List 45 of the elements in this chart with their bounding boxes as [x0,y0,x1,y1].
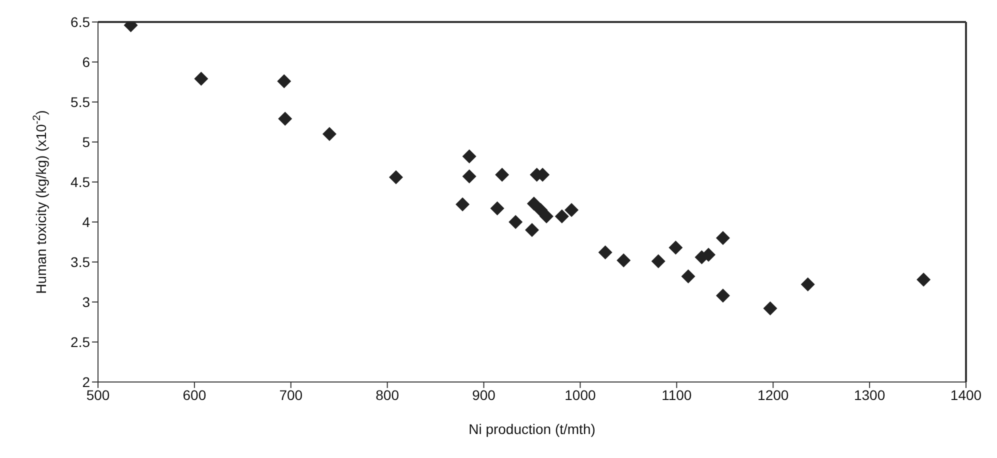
point [462,169,476,184]
point [716,288,730,303]
point [462,149,476,164]
point [322,127,336,141]
x-tick-label: 1400 [950,386,982,403]
x-tick-label: 1200 [758,386,789,403]
point [616,253,631,268]
point [681,269,696,284]
point [539,209,554,224]
point [277,74,292,88]
y-tick-label: 5.5 [70,94,90,110]
point [456,197,470,212]
point [526,196,541,211]
point [716,231,730,245]
point [194,72,208,86]
x-axis-title: Ni production (t/mth) [468,421,596,437]
x-tick-label: 1300 [854,386,886,403]
point [554,209,569,224]
point [800,277,815,292]
y-tick-label: 3.5 [70,254,90,270]
point [495,168,510,182]
point [763,301,778,316]
y-tick-label: 2.5 [70,334,90,350]
x-tick-label: 900 [472,386,496,403]
point [389,170,404,184]
x-tick-label: 1000 [564,386,596,403]
y-tick-label: 3 [82,294,90,310]
y-tick-label: 5 [82,134,90,150]
point [278,112,292,126]
point [508,215,523,229]
y-tick-label: 4.5 [70,174,90,190]
x-tick-label: 600 [182,386,206,403]
point [490,201,504,216]
point [668,240,683,255]
x-tick-label: 1100 [662,386,692,403]
y-tick-label: 4 [82,214,90,230]
point [651,254,666,268]
x-tick-label: 800 [376,386,400,403]
y-tick-label: 6 [82,54,90,70]
x-tick-label: 700 [279,386,303,403]
point [916,272,931,287]
point [525,223,539,237]
y-tick-label: 6.5 [70,14,90,30]
point [598,245,612,260]
point [564,203,579,217]
